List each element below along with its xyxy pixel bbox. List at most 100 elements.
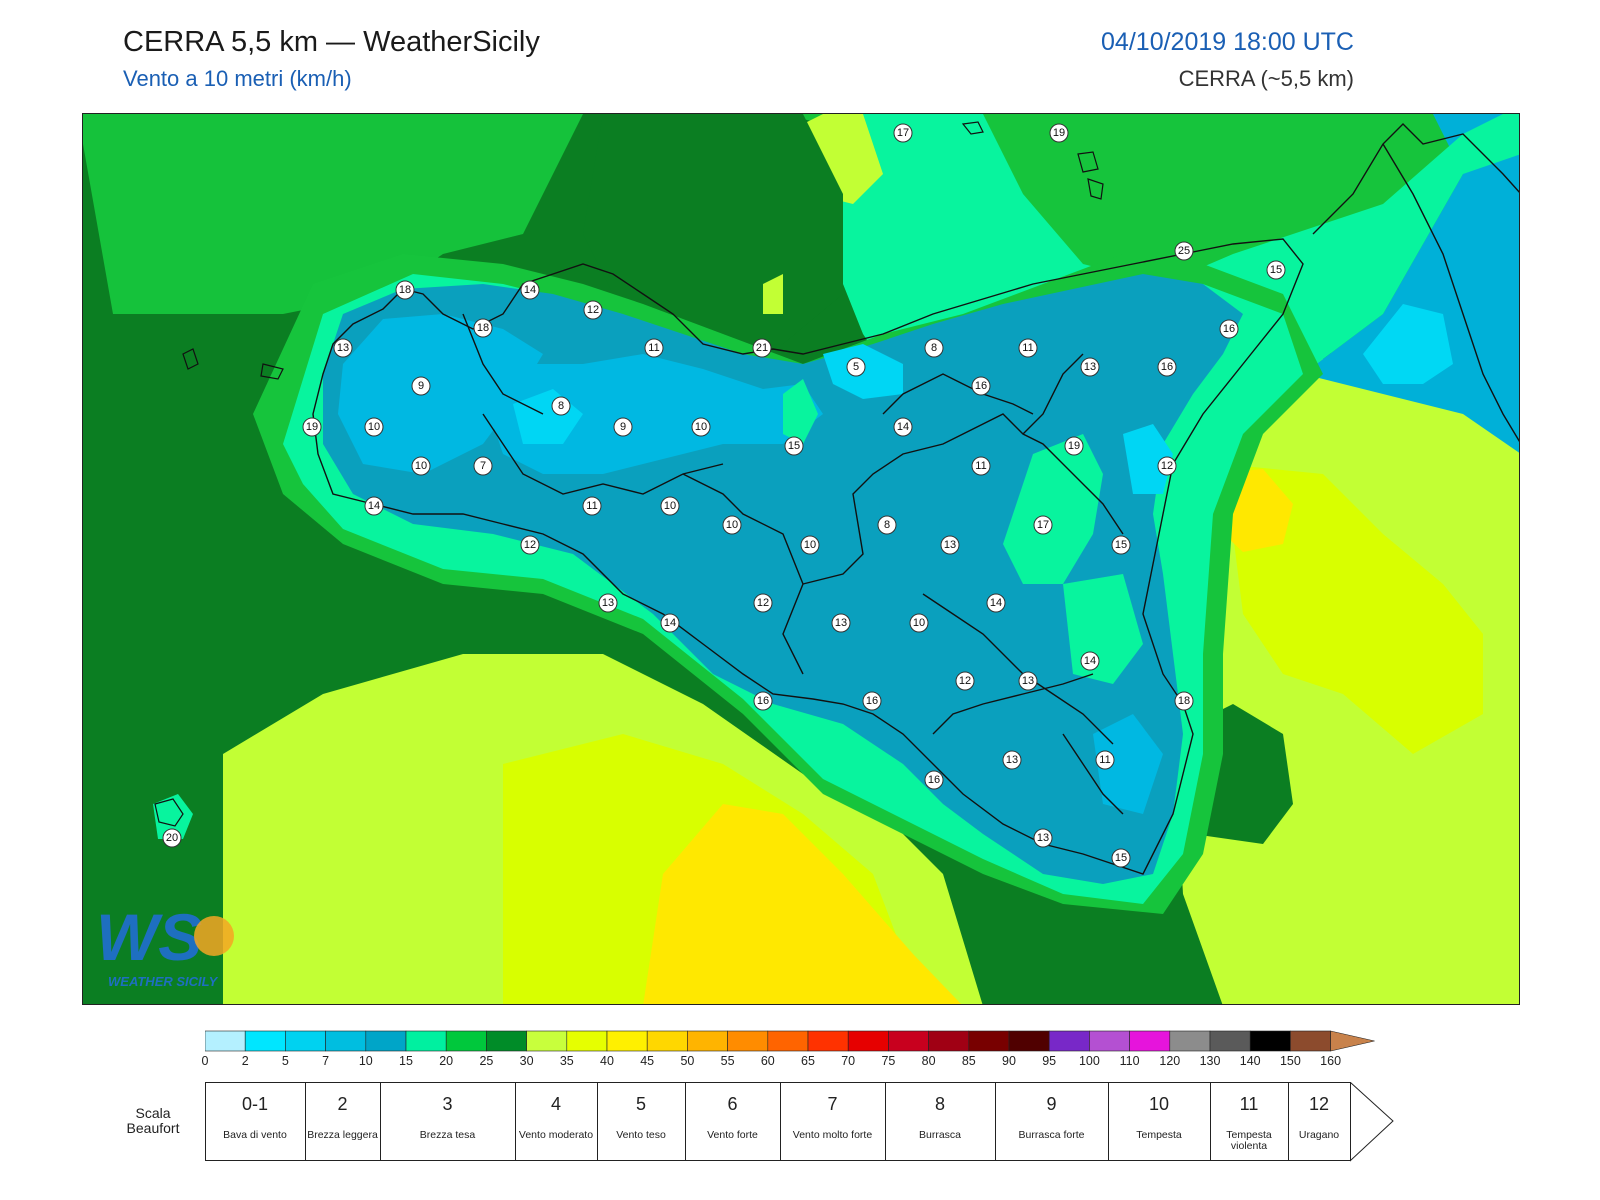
station-value: 14 bbox=[664, 617, 676, 629]
beaufort-description: Vento moderato bbox=[518, 1129, 594, 1141]
station-marker[interactable]: 25 bbox=[1174, 241, 1194, 261]
station-marker[interactable]: 14 bbox=[364, 496, 384, 516]
station-marker[interactable]: 15 bbox=[1111, 535, 1131, 555]
station-value: 16 bbox=[1223, 323, 1235, 335]
beaufort-number: 3 bbox=[442, 1094, 453, 1114]
station-marker[interactable]: 10 bbox=[722, 515, 742, 535]
station-marker[interactable]: 13 bbox=[598, 593, 618, 613]
station-marker[interactable]: 16 bbox=[971, 376, 991, 396]
station-marker[interactable]: 19 bbox=[1049, 123, 1069, 143]
station-marker[interactable]: 10 bbox=[800, 535, 820, 555]
wind-band-30-north-dot bbox=[763, 274, 783, 314]
station-marker[interactable]: 16 bbox=[753, 691, 773, 711]
colorbar-segment bbox=[1048, 1030, 1090, 1052]
station-marker[interactable]: 8 bbox=[924, 338, 944, 358]
station-value: 12 bbox=[587, 304, 599, 316]
station-marker[interactable]: 13 bbox=[1002, 750, 1022, 770]
station-marker[interactable]: 19 bbox=[1064, 436, 1084, 456]
beaufort-number: 4 bbox=[550, 1094, 562, 1114]
wind-band-20-nw bbox=[83, 114, 583, 314]
station-value: 16 bbox=[975, 380, 987, 392]
station-value: 18 bbox=[399, 284, 411, 296]
station-marker[interactable]: 12 bbox=[1157, 456, 1177, 476]
station-marker[interactable]: 10 bbox=[909, 613, 929, 633]
station-value: 16 bbox=[1161, 361, 1173, 373]
station-marker[interactable]: 10 bbox=[691, 417, 711, 437]
station-marker[interactable]: 18 bbox=[1174, 691, 1194, 711]
station-value: 10 bbox=[695, 421, 707, 433]
station-marker[interactable]: 18 bbox=[395, 280, 415, 300]
colorbar-arrow bbox=[1330, 1030, 1375, 1052]
station-marker[interactable]: 16 bbox=[1219, 319, 1239, 339]
station-marker[interactable]: 13 bbox=[831, 613, 851, 633]
station-marker[interactable]: 7 bbox=[473, 456, 493, 476]
station-marker[interactable]: 21 bbox=[752, 338, 772, 358]
colorbar-tick-label: 2 bbox=[241, 1054, 249, 1068]
station-marker[interactable]: 14 bbox=[660, 613, 680, 633]
station-marker[interactable]: 16 bbox=[1157, 357, 1177, 377]
colorbar-segment bbox=[888, 1030, 929, 1052]
station-marker[interactable]: 14 bbox=[986, 593, 1006, 613]
station-marker[interactable]: 14 bbox=[520, 280, 540, 300]
colorbar-tick-label: 5 bbox=[281, 1054, 289, 1068]
station-marker[interactable]: 14 bbox=[893, 417, 913, 437]
station-marker[interactable]: 14 bbox=[1080, 651, 1100, 671]
station-value: 16 bbox=[866, 695, 878, 707]
colorbar-tick-label: 40 bbox=[600, 1054, 614, 1068]
station-marker[interactable]: 9 bbox=[411, 376, 431, 396]
islands bbox=[154, 121, 1104, 827]
station-marker[interactable]: 19 bbox=[302, 417, 322, 437]
station-marker[interactable]: 13 bbox=[1033, 828, 1053, 848]
station-marker[interactable]: 11 bbox=[1095, 750, 1115, 770]
station-marker[interactable]: 13 bbox=[333, 338, 353, 358]
station-marker[interactable]: 10 bbox=[660, 496, 680, 516]
station-marker[interactable]: 20 bbox=[162, 828, 182, 848]
station-value: 8 bbox=[558, 400, 564, 412]
station-marker[interactable]: 16 bbox=[862, 691, 882, 711]
station-marker[interactable]: 11 bbox=[971, 456, 991, 476]
wind-map[interactable]: 17 19 25 15 16 18 14 12 18 13 11 21 5 8 … bbox=[82, 113, 1520, 1005]
station-marker[interactable]: 10 bbox=[364, 417, 384, 437]
station-marker[interactable]: 18 bbox=[473, 318, 493, 338]
wind-band-35-east bbox=[1223, 464, 1483, 754]
colorbar-segment bbox=[244, 1030, 286, 1052]
station-marker[interactable]: 9 bbox=[613, 417, 633, 437]
colorbar-tick-label: 80 bbox=[921, 1054, 936, 1068]
station-marker[interactable]: 15 bbox=[784, 436, 804, 456]
station-marker[interactable]: 12 bbox=[520, 535, 540, 555]
wind-band-40-south bbox=[643, 804, 962, 1004]
station-marker[interactable]: 12 bbox=[955, 671, 975, 691]
station-marker[interactable]: 15 bbox=[1111, 848, 1131, 868]
station-marker[interactable]: 11 bbox=[1018, 338, 1038, 358]
station-marker[interactable]: 13 bbox=[1018, 671, 1038, 691]
colorbar-segment bbox=[405, 1030, 447, 1052]
beaufort-number: 8 bbox=[934, 1094, 946, 1114]
station-marker[interactable]: 17 bbox=[893, 123, 913, 143]
beaufort-description: Brezza tesa bbox=[419, 1129, 476, 1141]
station-value: 16 bbox=[757, 695, 769, 707]
station-marker[interactable]: 11 bbox=[644, 338, 664, 358]
beaufort-cell bbox=[305, 1082, 381, 1161]
colorbar-segment bbox=[606, 1030, 648, 1052]
station-marker[interactable]: 17 bbox=[1033, 515, 1053, 535]
station-marker[interactable]: 13 bbox=[1080, 357, 1100, 377]
station-marker[interactable]: 5 bbox=[846, 357, 866, 377]
station-marker[interactable]: 12 bbox=[583, 300, 603, 320]
station-value: 13 bbox=[602, 597, 614, 609]
station-marker[interactable]: 8 bbox=[877, 515, 897, 535]
station-marker[interactable]: 12 bbox=[753, 593, 773, 613]
station-value: 15 bbox=[1270, 264, 1282, 276]
station-marker[interactable]: 10 bbox=[411, 456, 431, 476]
station-value: 13 bbox=[337, 342, 349, 354]
wind-band-10-ne bbox=[1303, 154, 1519, 453]
colorbar-tick-label: 10 bbox=[358, 1054, 373, 1068]
station-marker[interactable]: 13 bbox=[940, 535, 960, 555]
station-value: 19 bbox=[1068, 440, 1080, 452]
station-marker[interactable]: 11 bbox=[582, 496, 602, 516]
station-marker[interactable]: 15 bbox=[1266, 260, 1286, 280]
station-marker[interactable]: 16 bbox=[924, 770, 944, 790]
station-value: 13 bbox=[1084, 361, 1096, 373]
station-value: 12 bbox=[959, 675, 971, 687]
station-marker[interactable]: 8 bbox=[551, 396, 571, 416]
colorbar-segment bbox=[847, 1030, 889, 1052]
